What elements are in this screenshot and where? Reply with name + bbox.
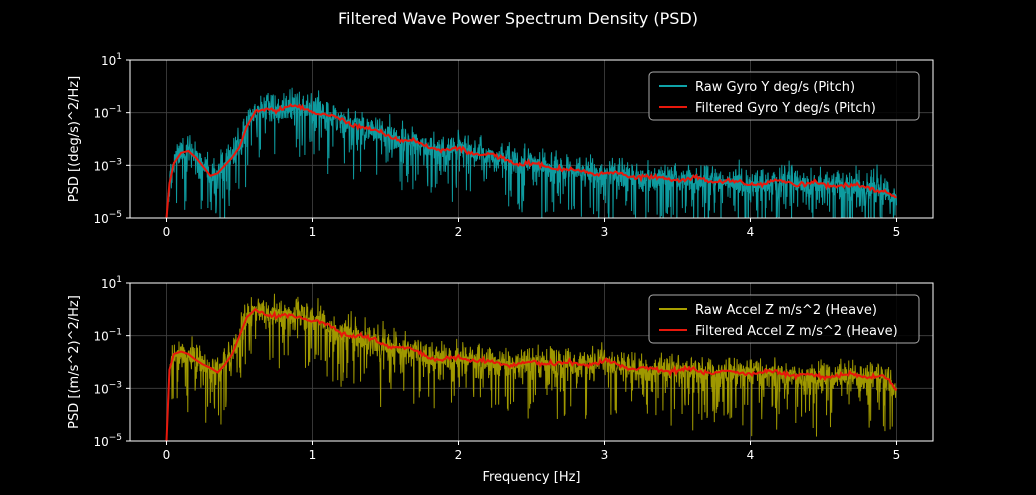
chart-panel-accel: 0 1 2 3 4 5 10−5 10−3 10−1 101 PSD [(m/s^2)^2/Hz] F… [67,275,934,485]
x-tick-label: 2 [455,225,463,239]
filtered-series-line [165,307,898,441]
legend-label: Filtered Accel Z m/s^2 (Heave) [695,324,898,339]
x-tick-label: 1 [309,448,317,462]
axes-frame [129,59,934,219]
legend-label: Filtered Gyro Y deg/s (Pitch) [695,101,876,116]
x-tick-label: 5 [893,225,901,239]
raw-series-line [166,87,897,218]
y-axis-label: PSD [(deg/s)^2/Hz] [67,76,82,202]
y-tick-label: 101 [101,52,122,68]
legend-label: Raw Gyro Y deg/s (Pitch) [695,80,855,95]
x-tick-label: 0 [163,448,171,462]
chart-panel-gyro: 0 1 2 3 4 5 10−5 10−3 10−1 101 PSD [(deg/s)^2/Hz] R… [67,52,934,239]
y-tick-label: 101 [101,275,122,291]
legend-box [648,294,920,344]
figure-title: Filtered Wave Power Spectrum Density (PS… [338,9,698,28]
legend-box [648,71,920,121]
x-tick-label: 1 [309,225,317,239]
raw-series-line [166,293,897,441]
legend-label: Raw Accel Z m/s^2 (Heave) [695,303,877,318]
y-axis-label: PSD [(m/s^2)^2/Hz] [67,295,82,429]
y-tick-label: 10−3 [93,380,122,396]
y-tick-label: 10−3 [93,157,122,173]
y-tick-label: 10−5 [93,210,122,226]
x-tick-label: 4 [747,225,755,239]
y-tick-label: 10−5 [93,433,122,449]
legend: Raw Gyro Y deg/s (Pitch) Filtered Gyro Y … [648,71,920,121]
x-tick-label: 3 [601,225,609,239]
x-tick-label: 0 [163,225,171,239]
x-tick-label: 4 [747,448,755,462]
y-tick-label: 10−1 [93,328,122,344]
x-tick-label: 3 [601,448,609,462]
plot-area [165,87,897,218]
plot-area [165,293,898,441]
x-tick-label: 2 [455,448,463,462]
x-tick-label: 5 [893,448,901,462]
x-axis-label: Frequency [Hz] [482,470,580,485]
legend: Raw Accel Z m/s^2 (Heave) Filtered Accel … [648,294,920,344]
filtered-series-line [165,102,897,218]
axes-frame [129,282,934,442]
y-tick-label: 10−1 [93,105,122,121]
